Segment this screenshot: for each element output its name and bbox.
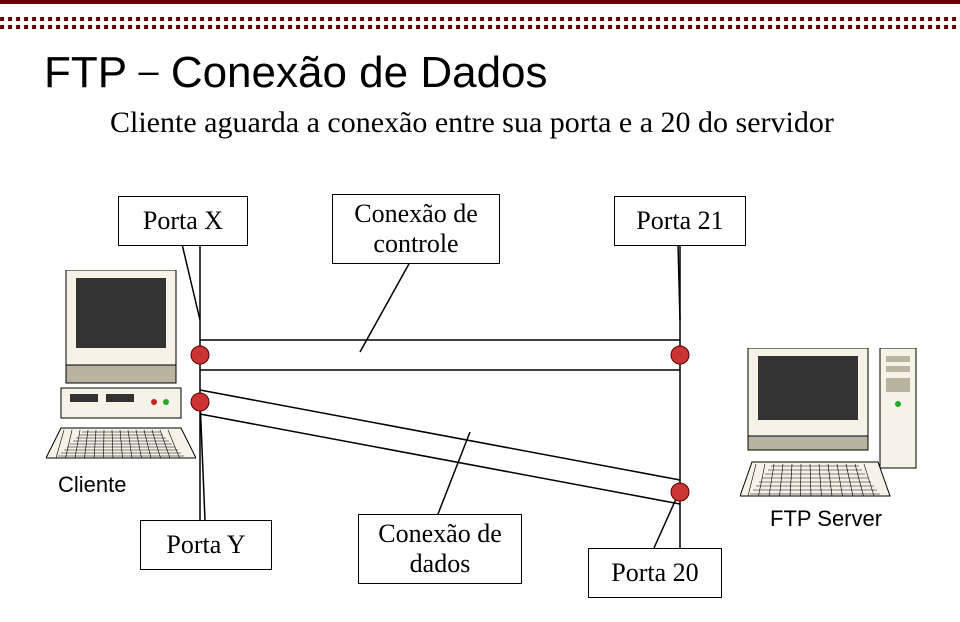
server-computer-icon: [740, 348, 920, 503]
conexao-dados-label: Conexão dedados: [378, 519, 501, 579]
porta-20-box: Porta 20: [588, 548, 722, 598]
conexao-controle-label: Conexão decontrole: [354, 199, 477, 259]
porta-y-label: Porta Y: [166, 530, 245, 560]
conexao-dados-box: Conexão dedados: [358, 514, 522, 584]
conexao-controle-box: Conexão decontrole: [332, 194, 500, 264]
cliente-label: Cliente: [58, 472, 126, 498]
porta-21-box: Porta 21: [614, 196, 746, 246]
client-computer-icon: [46, 270, 196, 465]
porta-x-box: Porta X: [118, 196, 248, 246]
porta-x-label: Porta X: [143, 206, 223, 236]
ftp-server-label: FTP Server: [770, 506, 882, 532]
porta-21-label: Porta 21: [636, 206, 723, 236]
porta-y-box: Porta Y: [140, 520, 272, 570]
porta-20-label: Porta 20: [611, 558, 698, 588]
